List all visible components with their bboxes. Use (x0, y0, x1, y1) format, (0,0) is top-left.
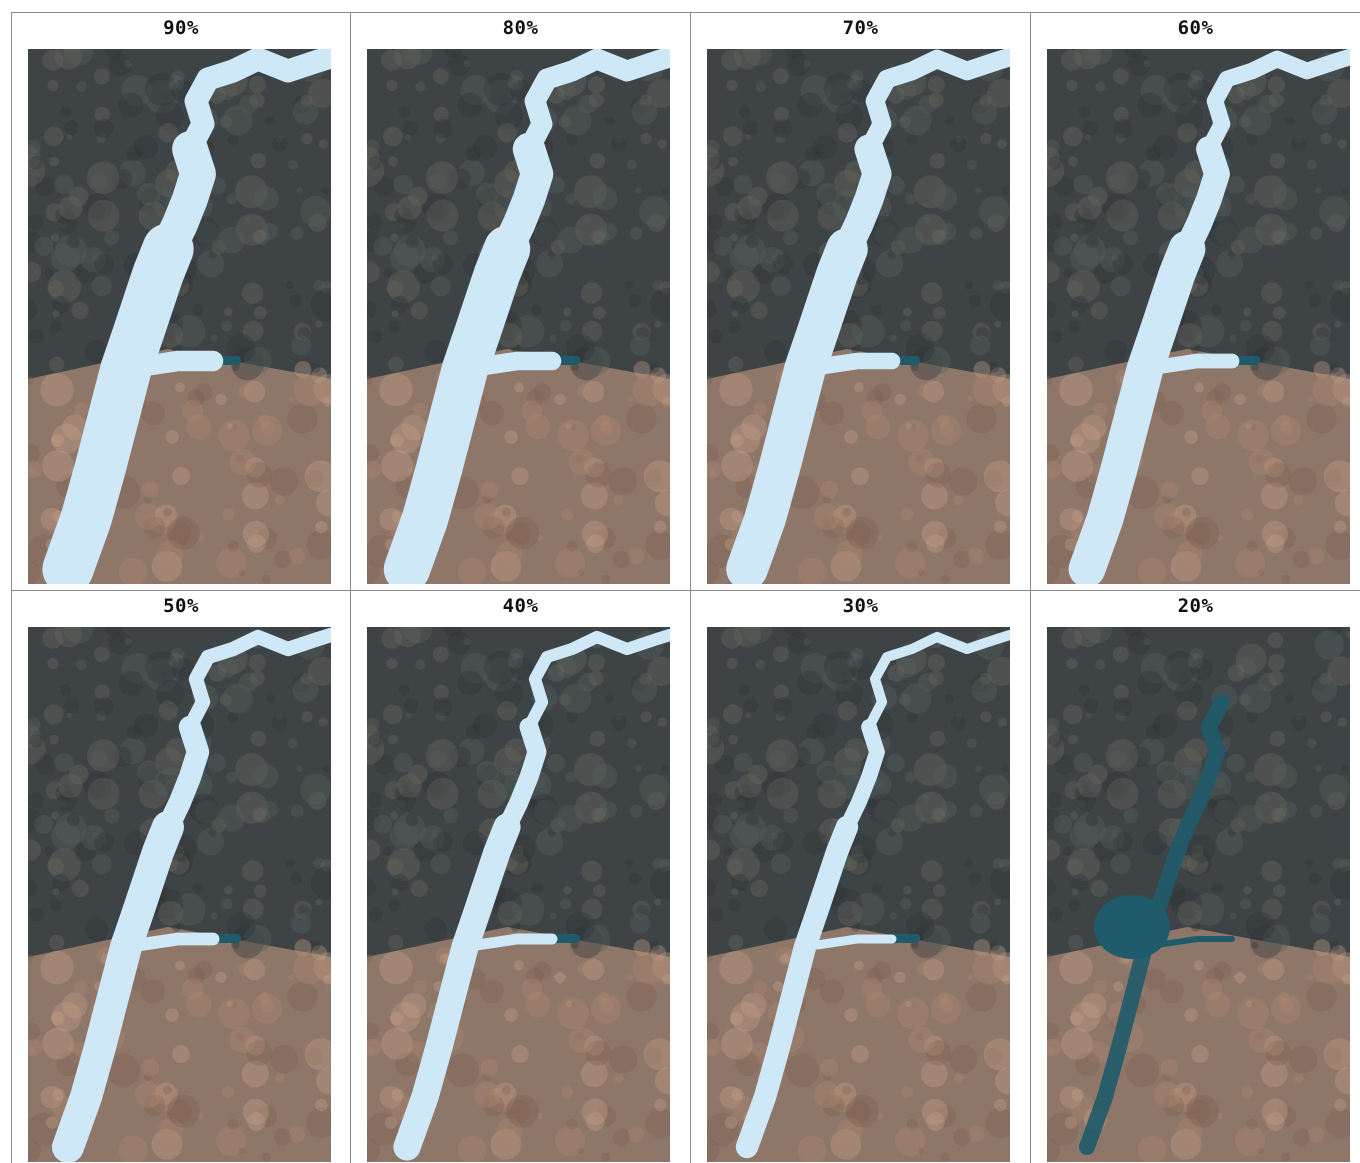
panel-label: 70% (842, 17, 879, 39)
panel-label: 90% (163, 17, 199, 39)
satellite-map (707, 49, 1010, 584)
panel-30: 30% (690, 590, 1030, 1163)
panel-label: 80% (502, 17, 539, 39)
reservoir-level-grid: 90% 80% 70% 60% 50% 40% 30% 20% (11, 12, 1360, 1163)
panel-80: 80% (350, 12, 690, 590)
panel-label: 30% (842, 595, 879, 617)
satellite-map (367, 627, 670, 1162)
panel-50: 50% (11, 590, 350, 1163)
satellite-map (28, 627, 331, 1162)
satellite-map (367, 49, 670, 584)
satellite-map (1047, 49, 1350, 584)
panel-70: 70% (690, 12, 1030, 590)
panel-label: 20% (1177, 595, 1214, 617)
panel-40: 40% (350, 590, 690, 1163)
panel-label: 50% (163, 595, 199, 617)
satellite-map (28, 49, 331, 584)
panel-label: 40% (502, 595, 539, 617)
satellite-map (707, 627, 1010, 1162)
panel-90: 90% (11, 12, 350, 590)
panel-label: 60% (1177, 17, 1214, 39)
satellite-map (1047, 627, 1350, 1162)
panel-60: 60% (1030, 12, 1360, 590)
panel-20: 20% (1030, 590, 1360, 1163)
